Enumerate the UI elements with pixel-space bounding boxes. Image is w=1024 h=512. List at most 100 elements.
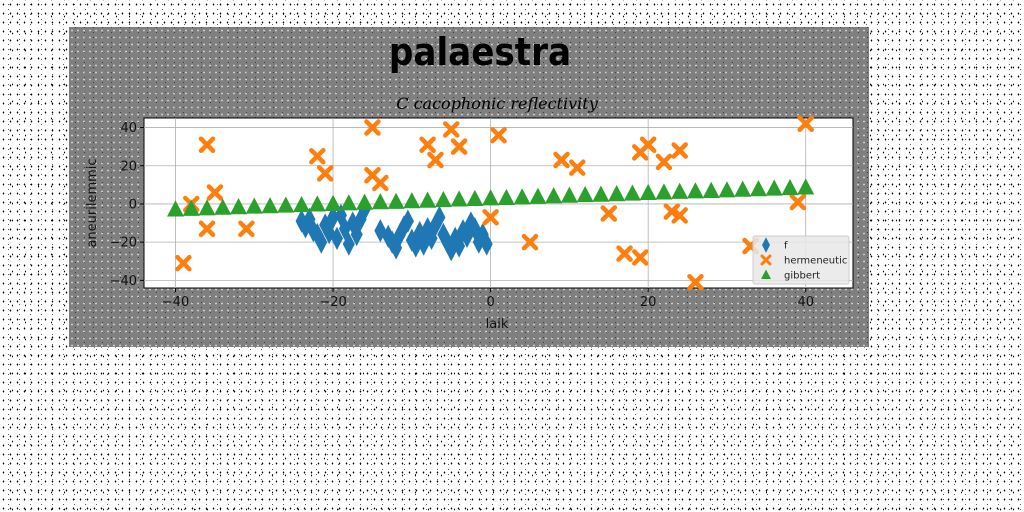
data-point bbox=[655, 183, 673, 200]
data-point bbox=[327, 205, 340, 229]
data-point bbox=[340, 194, 358, 211]
data-point bbox=[387, 192, 405, 209]
x-tick-label: −40 bbox=[162, 295, 189, 310]
data-point bbox=[765, 179, 783, 196]
data-point bbox=[277, 196, 295, 213]
data-series bbox=[167, 115, 815, 291]
data-point bbox=[600, 205, 618, 222]
data-point bbox=[553, 151, 570, 169]
series-hermeneutic bbox=[175, 115, 814, 291]
scatter-chart: palaestra C cacophonic reflectivity −40 −… bbox=[85, 30, 854, 332]
y-tick-label: 0 bbox=[129, 197, 137, 212]
x-tick-label: 40 bbox=[797, 295, 814, 310]
y-tick-label: −40 bbox=[110, 274, 137, 289]
data-point bbox=[560, 186, 578, 203]
figure: palaestra C cacophonic reflectivity −40 −… bbox=[69, 27, 869, 347]
data-point bbox=[238, 220, 255, 238]
data-point bbox=[442, 121, 460, 138]
data-point bbox=[632, 249, 649, 266]
x-tick-label: 0 bbox=[486, 295, 494, 310]
data-point bbox=[671, 207, 688, 224]
data-point bbox=[639, 136, 657, 153]
data-point bbox=[401, 209, 414, 233]
y-tick-label: −20 bbox=[110, 236, 137, 251]
data-point bbox=[608, 185, 626, 202]
series-gibbert bbox=[167, 178, 815, 217]
data-point bbox=[623, 184, 641, 201]
data-point bbox=[663, 203, 681, 220]
data-point bbox=[293, 195, 311, 213]
data-point bbox=[433, 205, 446, 229]
data-point bbox=[480, 232, 493, 256]
data-point bbox=[749, 180, 767, 197]
data-point bbox=[592, 185, 610, 202]
data-point bbox=[315, 230, 328, 254]
data-point bbox=[639, 183, 657, 201]
data-point bbox=[419, 191, 437, 208]
x-axis-label: laik bbox=[486, 317, 509, 332]
data-point bbox=[576, 186, 594, 203]
data-point bbox=[167, 200, 185, 217]
data-point bbox=[309, 147, 326, 165]
data-point bbox=[569, 159, 586, 176]
data-point bbox=[303, 207, 316, 231]
legend-label: f bbox=[784, 241, 788, 252]
legend-label: hermeneutic bbox=[784, 256, 847, 267]
data-point bbox=[797, 178, 815, 195]
data-point bbox=[718, 181, 736, 198]
data-point bbox=[687, 274, 704, 291]
grid-lines bbox=[144, 118, 853, 288]
data-point bbox=[781, 178, 799, 196]
data-point bbox=[419, 136, 436, 153]
data-point bbox=[324, 194, 342, 211]
data-point bbox=[545, 187, 563, 204]
x-tick-label: −20 bbox=[319, 295, 346, 310]
series-f bbox=[295, 198, 493, 262]
data-point bbox=[342, 232, 355, 256]
data-point bbox=[182, 199, 200, 216]
y-tick-label: 40 bbox=[120, 121, 137, 136]
data-point bbox=[734, 180, 752, 197]
data-point bbox=[214, 198, 232, 215]
y-tick-label: 20 bbox=[120, 159, 137, 174]
data-point bbox=[331, 226, 344, 250]
plot-area bbox=[143, 117, 854, 289]
data-point bbox=[434, 190, 452, 208]
data-point bbox=[403, 192, 421, 209]
legend-marker bbox=[761, 269, 771, 279]
data-point bbox=[206, 184, 224, 201]
data-point bbox=[308, 195, 326, 212]
data-point bbox=[372, 174, 389, 192]
axes-title: C cacophonic reflectivity bbox=[396, 94, 598, 113]
data-point bbox=[427, 151, 444, 169]
data-point bbox=[450, 190, 468, 207]
x-tick-label: 20 bbox=[640, 295, 657, 310]
data-point bbox=[513, 188, 531, 205]
data-point bbox=[450, 138, 468, 155]
legend-marker bbox=[760, 254, 772, 266]
data-point bbox=[521, 233, 539, 251]
data-point bbox=[198, 199, 216, 216]
legend-label: gibbert bbox=[784, 271, 820, 282]
data-point bbox=[175, 254, 192, 272]
data-point bbox=[702, 181, 720, 198]
data-point bbox=[671, 142, 688, 159]
legend: f hermeneutic gibbert bbox=[752, 235, 850, 285]
data-point bbox=[686, 182, 704, 199]
data-point bbox=[198, 136, 216, 153]
data-point bbox=[797, 115, 814, 132]
legend-box bbox=[752, 235, 850, 285]
data-point bbox=[371, 193, 389, 210]
data-point bbox=[671, 182, 689, 199]
data-point bbox=[490, 126, 507, 144]
data-point bbox=[316, 165, 334, 182]
data-point bbox=[356, 193, 374, 210]
data-point bbox=[655, 153, 673, 171]
data-point bbox=[497, 188, 515, 206]
data-point bbox=[364, 119, 381, 136]
data-point bbox=[230, 198, 248, 215]
figure-suptitle: palaestra bbox=[389, 30, 571, 74]
data-point bbox=[482, 189, 500, 206]
legend-marker bbox=[762, 237, 770, 253]
y-axis-label: aneurilemmic bbox=[85, 158, 100, 247]
